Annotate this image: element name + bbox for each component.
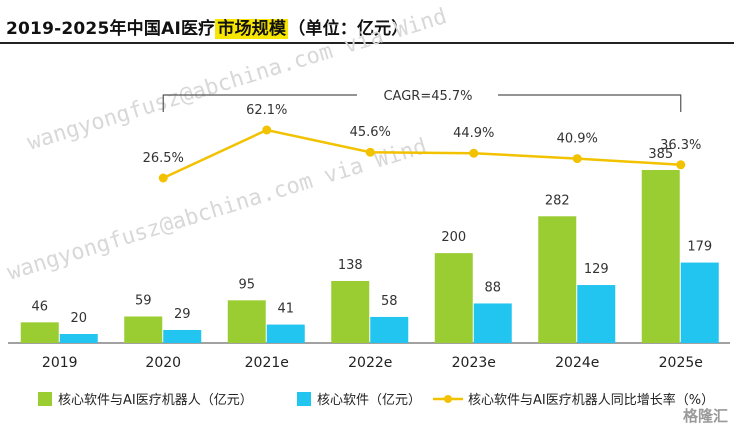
- bar-total-label: 59: [135, 293, 152, 308]
- x-tick-label: 2023e: [452, 355, 496, 371]
- bar-total-label: 282: [545, 193, 570, 208]
- cagr-bracket-left: [162, 94, 357, 112]
- x-tick-label: 2025e: [659, 355, 703, 371]
- cagr-label: CAGR=45.7%: [383, 89, 472, 104]
- bar-total-label: 385: [648, 147, 673, 162]
- logo: 格隆汇: [682, 407, 728, 425]
- bar-total: [434, 253, 473, 343]
- bar-total: [641, 170, 680, 343]
- title-suffix: （单位：亿元）: [288, 19, 409, 39]
- bar-core-software: [59, 334, 98, 343]
- bar-core-software-label: 20: [70, 311, 87, 326]
- bar-core-software-label: 88: [484, 280, 501, 295]
- bar-core-software: [473, 303, 512, 343]
- growth-label: 45.6%: [350, 125, 391, 140]
- x-tick-label: 2019: [42, 355, 78, 371]
- bar-total-label: 138: [338, 258, 363, 273]
- growth-label: 44.9%: [453, 126, 494, 141]
- bar-core-software-label: 179: [687, 240, 712, 255]
- cagr-bracket-right: [498, 94, 682, 112]
- bar-total: [331, 280, 370, 343]
- legend-label-core-software: 核心软件（亿元）: [317, 393, 421, 408]
- legend-swatch-core-software: [297, 392, 311, 406]
- bar-core-software: [680, 262, 719, 343]
- growth-point: [469, 148, 479, 158]
- bar-core-software: [266, 324, 305, 343]
- growth-point: [158, 173, 168, 183]
- growth-label: 40.9%: [557, 132, 598, 147]
- title-prefix: 2019-2025年中国AI医疗: [6, 19, 216, 39]
- x-tick-label: 2021e: [245, 355, 289, 371]
- bar-core-software: [577, 285, 616, 343]
- bar-core-software: [163, 329, 202, 343]
- bar-core-software-label: 29: [174, 307, 191, 322]
- growth-label: 36.3%: [660, 138, 701, 153]
- bar-total: [20, 322, 59, 343]
- x-tick-label: 2022e: [348, 355, 392, 371]
- bar-total: [227, 300, 266, 343]
- growth-point: [262, 125, 272, 135]
- bar-core-software: [370, 316, 409, 343]
- legend-label-total: 核心软件与AI医疗机器人（亿元）: [58, 393, 253, 408]
- x-tick-label: 2020: [145, 355, 181, 371]
- growth-label: 62.1%: [246, 103, 287, 118]
- bar-total-label: 200: [441, 230, 466, 245]
- x-tick-label: 2024e: [555, 355, 599, 371]
- growth-point: [365, 147, 375, 157]
- legend-swatch-total: [38, 392, 52, 406]
- watermark-text: wangyongfusz@abchina.com via Wind: [4, 134, 429, 286]
- bar-total-label: 95: [238, 277, 255, 292]
- bar-core-software-label: 129: [584, 262, 609, 277]
- bar-total-label: 46: [31, 299, 48, 314]
- growth-point: [572, 154, 582, 164]
- chart-title: 2019-2025年中国AI医疗 市场规模 （单位：亿元）: [6, 14, 409, 39]
- bar-core-software-label: 41: [277, 302, 294, 317]
- growth-point: [676, 160, 686, 170]
- bar-core-software-label: 58: [381, 294, 398, 309]
- growth-label: 26.5%: [143, 151, 184, 166]
- bar-total: [124, 316, 163, 343]
- growth-line: [162, 128, 681, 180]
- bar-total: [538, 216, 577, 343]
- title-bar: 2019-2025年中国AI医疗 市场规模 （单位：亿元）: [0, 0, 734, 44]
- title-highlight: 市场规模: [215, 19, 289, 39]
- legend-swatch-growth-point: [444, 395, 452, 403]
- legend-label-growth: 核心软件与AI医疗机器人同比增长率（%）: [468, 392, 714, 408]
